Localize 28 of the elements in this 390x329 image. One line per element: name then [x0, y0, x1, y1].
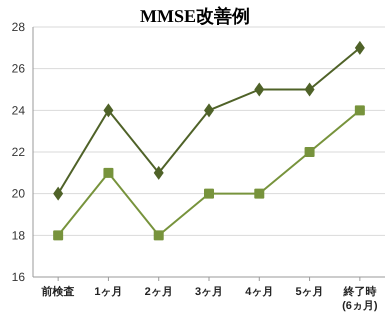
point	[53, 230, 64, 240]
chart-title: MMSE改善例	[140, 6, 250, 26]
point	[254, 188, 264, 199]
x-tick-label: 2ヶ月	[144, 286, 173, 298]
point	[354, 105, 365, 116]
point	[254, 82, 264, 96]
y-tick-label: 18	[12, 228, 26, 242]
point	[304, 82, 315, 96]
point	[204, 188, 214, 199]
x-tick-label: 5ヶ月	[296, 286, 324, 298]
x-tick-label: 4ヶ月	[245, 286, 274, 298]
point	[103, 103, 114, 118]
x-tick-label: 前検査	[40, 285, 75, 298]
point	[354, 40, 365, 55]
y-tick-label: 26	[12, 62, 26, 76]
point	[304, 147, 315, 157]
point	[154, 166, 164, 180]
x-tick-label: 3ヶ月	[194, 286, 224, 298]
point	[103, 168, 114, 178]
x-tick-label: 終了時 (6ヵ月)	[342, 285, 378, 312]
point	[154, 230, 164, 240]
y-tick-label: 28	[12, 20, 26, 34]
y-tick-label: 24	[12, 103, 26, 118]
y-tick-label: 16	[12, 270, 26, 284]
y-tick-label: 20	[12, 186, 26, 201]
point	[53, 186, 64, 201]
y-tick-label: 22	[12, 145, 26, 159]
x-tick-label: 1ヶ月	[94, 286, 122, 298]
